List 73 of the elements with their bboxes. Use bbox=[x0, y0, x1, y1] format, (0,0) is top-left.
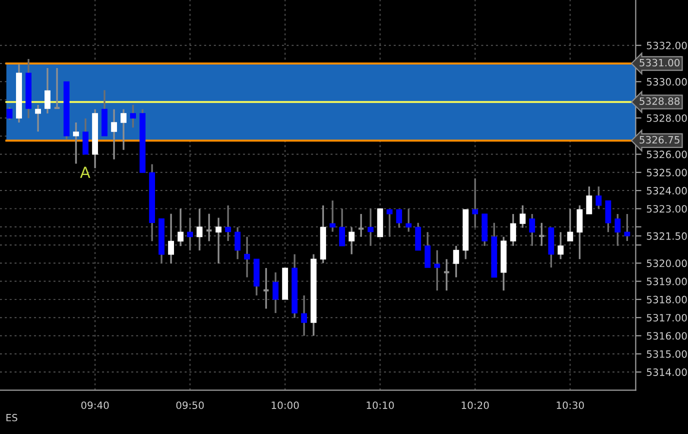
y-tick-label: 5316.00 bbox=[646, 332, 687, 340]
candlestick bbox=[596, 186, 602, 210]
candlestick bbox=[168, 212, 174, 264]
candlestick bbox=[111, 108, 117, 160]
candlestick bbox=[82, 118, 88, 156]
candlestick bbox=[605, 200, 612, 233]
candlestick bbox=[538, 222, 546, 247]
y-tick-label: 5332.00 bbox=[646, 42, 687, 50]
candlestick bbox=[510, 213, 516, 247]
x-tick-label: 10:30 bbox=[556, 401, 584, 410]
candlestick bbox=[187, 216, 193, 252]
candlestick bbox=[424, 231, 431, 268]
candlestick bbox=[567, 208, 574, 242]
candlestick bbox=[586, 186, 592, 215]
candlestick bbox=[234, 226, 241, 260]
y-tick-label: 5318.00 bbox=[646, 296, 687, 304]
y-tick-label: 5328.00 bbox=[646, 114, 687, 122]
candlestick bbox=[624, 213, 630, 242]
y-tick-label: 5323.00 bbox=[646, 205, 687, 213]
candlestick bbox=[614, 213, 621, 247]
y-tick-label: 5315.00 bbox=[646, 350, 687, 358]
x-tick-label: 09:50 bbox=[176, 401, 204, 410]
candlestick bbox=[396, 208, 402, 229]
candlestick bbox=[35, 104, 41, 132]
ref-line-label: 5331.00 bbox=[640, 58, 680, 66]
candlestick bbox=[272, 272, 279, 314]
candlestick bbox=[73, 122, 79, 165]
candlestick bbox=[44, 67, 50, 114]
ref-line-label: 5328.88 bbox=[640, 97, 680, 105]
candlestick bbox=[6, 106, 12, 121]
candlestick bbox=[368, 208, 374, 247]
candlestick bbox=[406, 208, 412, 233]
candlestick bbox=[130, 104, 136, 128]
y-tick-label: 5317.00 bbox=[646, 314, 687, 322]
x-tick-label: 09:40 bbox=[81, 401, 109, 410]
y-tick-label: 5324.00 bbox=[646, 186, 687, 194]
annotation: A bbox=[80, 166, 90, 178]
candlestick bbox=[301, 294, 308, 337]
y-tick-label: 5319.00 bbox=[646, 278, 687, 286]
y-tick-label: 5320.00 bbox=[646, 260, 687, 268]
candlestick bbox=[386, 208, 393, 238]
candlestick bbox=[529, 213, 536, 247]
candlestick bbox=[178, 208, 184, 247]
ref-line-label: 5326.75 bbox=[640, 136, 680, 144]
candlestick bbox=[453, 245, 460, 278]
candlestick bbox=[434, 249, 440, 292]
candlestick bbox=[330, 200, 336, 233]
candlestick bbox=[415, 222, 422, 252]
text: ES bbox=[6, 414, 18, 422]
candlestick bbox=[262, 267, 270, 310]
candlestick bbox=[205, 212, 213, 242]
candlestick bbox=[339, 208, 346, 247]
candlestick bbox=[244, 236, 250, 278]
candlestick bbox=[472, 178, 478, 229]
y-tick-label: 5326.00 bbox=[646, 150, 687, 158]
candlestick bbox=[357, 213, 365, 238]
x-tick-label: 10:20 bbox=[462, 401, 489, 410]
y-tick-label: 5314.00 bbox=[646, 368, 687, 376]
x-tick-label: 10:10 bbox=[366, 401, 394, 410]
candlestick bbox=[216, 216, 222, 264]
x-tick-label: 10:00 bbox=[272, 401, 299, 410]
candlestick bbox=[558, 231, 564, 260]
candlestick bbox=[225, 204, 232, 242]
y-tick-label: 5321.50 bbox=[646, 232, 687, 240]
candlestick bbox=[520, 204, 526, 229]
candlestick bbox=[348, 226, 355, 256]
y-tick-label: 5325.00 bbox=[646, 168, 687, 176]
candlestick bbox=[442, 258, 450, 292]
y-tick-label: 5330.00 bbox=[646, 78, 687, 86]
candlestick bbox=[576, 204, 583, 260]
candlestick bbox=[196, 208, 203, 252]
candlestick bbox=[53, 67, 61, 110]
candlestick bbox=[120, 108, 127, 151]
